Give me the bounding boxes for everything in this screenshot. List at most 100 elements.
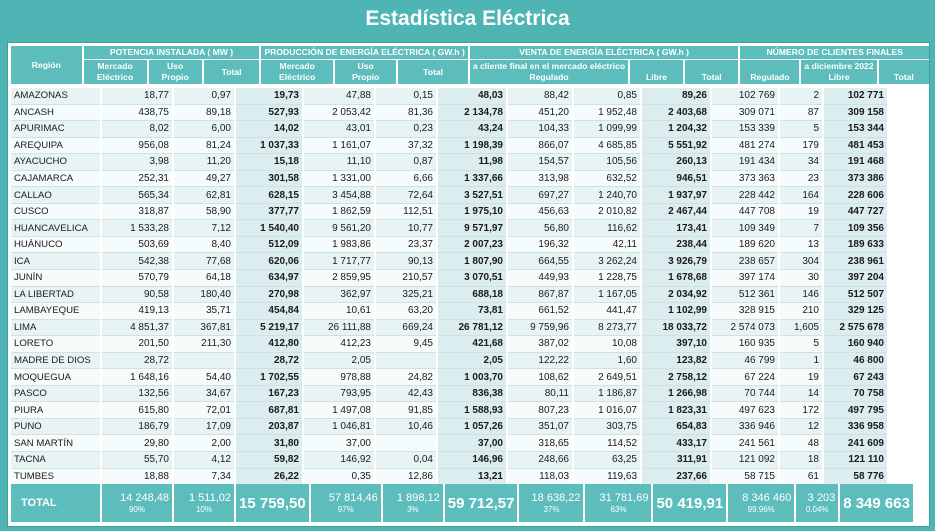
total-cell: 260,13 [640,153,711,171]
table-row: AMAZONAS 18,77 0,97 19,73 47,88 0,15 48,03 88,4… [11,88,887,105]
totals-row: TOTAL 14 248,48 90% 1 511,02 10% 15 759,50 57… [11,484,913,522]
value-cell: 978,88 [302,368,375,386]
value-cell: 121 092 [710,451,779,469]
value-cell: 189 620 [710,236,779,254]
value-cell: 35,71 [172,302,235,320]
value-cell: 90,13 [374,252,437,271]
total-percentage: 0.04% [805,504,829,514]
total-cell: 270,98 [234,286,303,304]
header-clientes: NÚMERO DE CLIENTES FINALES [738,46,929,60]
total-cell: 412,80 [234,335,303,353]
value-cell: 77,68 [172,252,235,271]
total-cell: 1 003,70 [436,368,507,386]
total-cell: 1 337,66 [436,170,507,188]
total-cell: 1 057,26 [436,418,507,436]
total-value: 18 638,22 [531,491,581,504]
value-cell: 10,46 [374,418,437,436]
table-row: LAMBAYEQUE 419,13 35,71 454,84 10,61 63,20 73,… [11,302,887,320]
total-cell: 1 823,31 [640,401,711,419]
value-cell: 13 [778,236,823,254]
total-value-cell: 57 814,46 97% [308,484,382,522]
total-cell: 146,96 [436,451,507,469]
total-cell: 11,98 [436,153,507,171]
value-cell: 5 [778,335,823,353]
value-cell: 146 [778,286,823,304]
total-percentage: 90% [128,504,145,514]
value-cell: 91,85 [374,401,437,419]
value-cell [374,434,437,453]
total-cell: 46 800 [822,352,887,370]
value-cell: 451,20 [506,104,573,122]
value-cell: 1 161,07 [302,137,375,155]
value-cell: 61 [778,468,823,486]
total-cell: 43,24 [436,120,507,138]
header-venta-libre: Libre [628,59,684,84]
value-cell: 3,98 [100,153,173,171]
value-cell: 55,70 [100,451,173,469]
value-cell: 456,63 [506,203,573,221]
value-cell: 512 361 [710,286,779,304]
total-cell: 688,18 [436,286,507,304]
total-cell: 14,02 [234,120,303,138]
total-cell: 1 204,32 [640,120,711,138]
value-cell: 81,24 [172,137,235,155]
value-cell: 3 454,88 [302,186,375,204]
table-row: MOQUEGUA 1 648,16 54,40 1 702,55 978,88 24,82… [11,368,887,386]
value-cell: 387,02 [506,335,573,353]
value-cell: 248,66 [506,451,573,469]
value-cell: 58 715 [710,468,779,486]
value-cell: 146,92 [302,451,375,469]
total-cell: 241 609 [822,434,887,453]
total-cell: 13,21 [436,468,507,486]
header-pot-uso: Uso Propio [146,59,203,84]
total-value-cell: 15 759,50 [234,484,310,522]
value-cell: 325,21 [374,286,437,304]
value-cell: 210 [778,302,823,320]
value-cell: 447 708 [710,203,779,221]
value-cell: 497 623 [710,401,779,419]
total-cell: 309 158 [822,104,887,122]
total-cell: 67 243 [822,368,887,386]
value-cell: 351,07 [506,418,573,436]
total-cell: 397,10 [640,335,711,353]
total-cell: 1 937,97 [640,186,711,204]
value-cell: 87 [778,104,823,122]
value-cell: 180,40 [172,286,235,304]
header-pot-mercado: Mercado Eléctrico [81,59,148,84]
value-cell: 186,79 [100,418,173,436]
value-cell: 367,81 [172,319,235,337]
total-cell: 2 467,44 [640,203,711,221]
region-cell: PIURA [11,401,101,419]
total-value: 31 781,69 [599,491,649,504]
value-cell: 14 [778,385,823,403]
value-cell: 632,52 [572,170,641,188]
total-cell: 237,66 [640,468,711,486]
value-cell: 58,90 [172,203,235,221]
region-cell: HUÁNUCO [11,236,101,254]
value-cell: 23,37 [374,236,437,254]
total-cell: 1 975,10 [436,203,507,221]
header-prod-uso: Uso Propio [332,59,398,84]
total-cell: 1 702,55 [234,368,303,386]
value-cell: 241 561 [710,434,779,453]
total-cell: 203,87 [234,418,303,436]
value-cell: 29,80 [100,434,173,453]
header-venta: VENTA DE ENERGÍA ELÉCTRICA ( GW.h ) [467,46,740,60]
value-cell: 30 [778,269,823,287]
region-cell: MADRE DE DIOS [11,352,101,370]
total-cell: 58 776 [822,468,887,486]
value-cell: 2 649,51 [572,368,641,386]
table-row: CAJAMARCA 252,31 49,27 301,58 1 331,00 6,66 1 … [11,170,887,188]
value-cell: 318,65 [506,434,573,453]
value-cell: 2 574 073 [710,319,779,337]
header-cli-libre: a diciembre 2022 Libre [799,59,878,84]
header-region: Región [11,46,83,84]
value-cell: 441,47 [572,302,641,320]
value-cell: 1 240,70 [572,186,641,204]
value-cell: 172 [778,401,823,419]
value-cell: 43,01 [302,120,375,138]
value-cell: 9,45 [374,335,437,353]
region-cell: ANCASH [11,104,101,122]
value-cell: 153 339 [710,120,779,138]
value-cell: 303,75 [572,418,641,436]
